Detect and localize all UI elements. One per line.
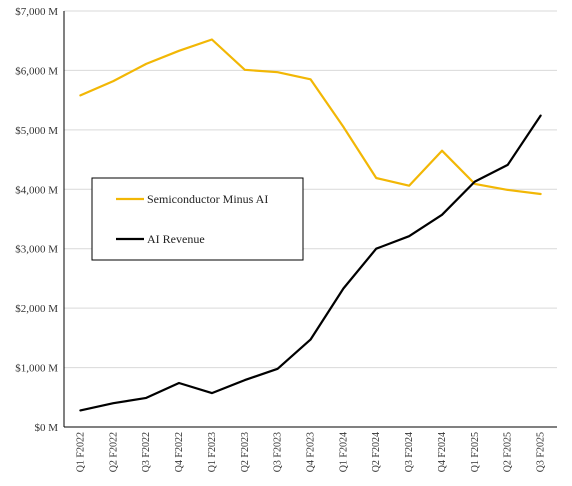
x-tick-label: Q2 F2024 xyxy=(371,432,382,472)
y-tick-label: $7,000 M xyxy=(15,6,58,18)
x-tick-label: Q1 F2024 xyxy=(338,432,349,472)
x-tick-label: Q3 F2025 xyxy=(536,432,547,472)
x-tick-label: Q1 F2022 xyxy=(75,432,86,472)
legend-box xyxy=(91,177,304,261)
legend-label-semiconductor-minus-ai: Semiconductor Minus AI xyxy=(147,192,268,206)
series-line-semiconductor-minus-ai xyxy=(79,38,542,196)
y-tick-label: $4,000 M xyxy=(15,184,58,196)
x-tick-label: Q2 F2023 xyxy=(240,432,251,472)
y-tick-label: $1,000 M xyxy=(15,363,58,375)
x-tick-label: Q3 F2024 xyxy=(404,432,415,472)
x-tick-label: Q4 F2023 xyxy=(306,432,317,472)
x-tick-label: Q2 F2025 xyxy=(503,432,514,472)
y-tick-label: $6,000 M xyxy=(15,65,58,77)
y-tick-label: $5,000 M xyxy=(15,125,58,137)
series-line-ai-revenue xyxy=(79,114,542,412)
y-tick-label: $3,000 M xyxy=(15,244,58,256)
x-tick-label: Q4 F2022 xyxy=(174,432,185,472)
legend: Semiconductor Minus AI AI Revenue xyxy=(91,177,304,261)
legend-label-ai-revenue: AI Revenue xyxy=(147,232,205,246)
x-tick-label: Q2 F2022 xyxy=(108,432,119,472)
x-tick-label: Q3 F2023 xyxy=(273,432,284,472)
x-tick-label: Q3 F2022 xyxy=(141,432,152,472)
series-lines xyxy=(79,38,542,412)
y-tick-label: $2,000 M xyxy=(15,303,58,315)
x-tick-label: Q1 F2025 xyxy=(470,432,481,472)
y-tick-label: $0 M xyxy=(34,422,58,434)
x-tick-label: Q1 F2023 xyxy=(207,432,218,472)
x-tick-label: Q4 F2024 xyxy=(437,432,448,472)
y-axis-tick-labels: $0 M $1,000 M $2,000 M $3,000 M $4,000 M $5,0… xyxy=(15,6,58,434)
x-axis-tick-labels: Q1 F2022 Q2 F2022 Q3 F2022 Q4 F2022 Q1 F2023… xyxy=(75,432,546,472)
axes xyxy=(63,11,557,428)
